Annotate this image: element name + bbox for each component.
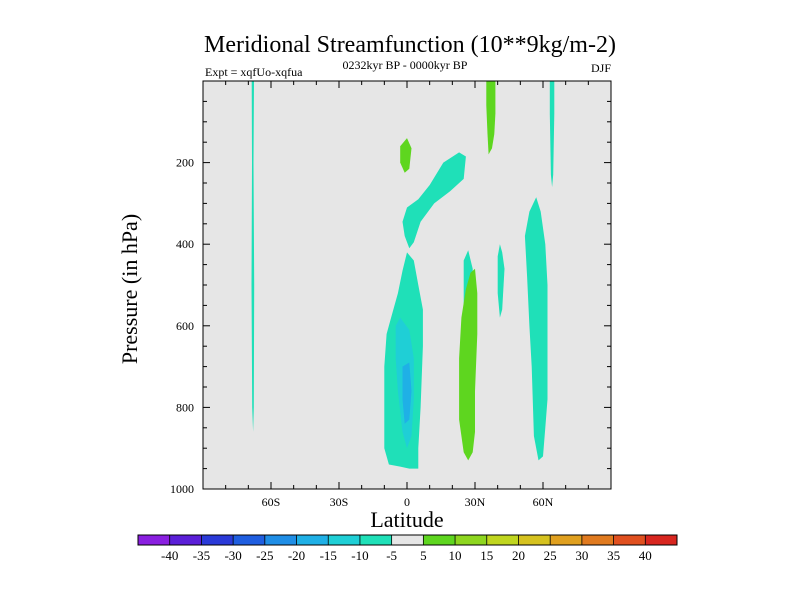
chart-subtitle-center: 0232kyr BP - 0000kyr BP [343, 58, 468, 72]
colorbar-label: 30 [575, 548, 588, 563]
colorbar-box [581, 535, 614, 545]
contour-region-7 [459, 268, 478, 461]
colorbar-label: 5 [420, 548, 427, 563]
x-tick-label: 60N [533, 495, 554, 509]
colorbar-box [455, 535, 488, 545]
colorbar-frame [137, 534, 678, 546]
contour-region-8 [486, 81, 496, 155]
colorbar-label: 25 [544, 548, 557, 563]
contour-region-0 [251, 81, 255, 432]
x-tick-label: 60S [262, 495, 281, 509]
colorbar-box [359, 535, 392, 545]
colorbar-box [296, 535, 329, 545]
colorbar-label: 15 [480, 548, 493, 563]
colorbar-box [328, 535, 361, 545]
colorbar: -40 -35 -30 -25 -20 -15 -10 -5 5 10 15 20 25 30 35 40 [137, 534, 678, 563]
colorbar-label: 40 [639, 548, 652, 563]
colorbar-label: -15 [320, 548, 337, 563]
contour-region-10 [524, 197, 548, 461]
colorbar-box [169, 535, 202, 545]
colorbar-label: -35 [193, 548, 210, 563]
x-tick-label: 30N [465, 495, 486, 509]
colorbar-box [423, 535, 456, 545]
y-tick-label: 400 [176, 237, 194, 251]
chart-title: Meridional Streamfunction (10**9kg/m-2) [204, 32, 616, 58]
colorbar-box [486, 535, 519, 545]
colorbar-box [645, 535, 678, 545]
colorbar-label: -10 [351, 548, 368, 563]
colorbar-box [613, 535, 646, 545]
contour-region-9 [497, 244, 505, 318]
y-tick-label: 1000 [170, 482, 194, 496]
colorbar-label: 10 [449, 548, 462, 563]
colorbar-box [201, 535, 234, 545]
colorbar-box [138, 535, 171, 545]
contour-region-5 [402, 362, 412, 424]
colorbar-label: -20 [288, 548, 305, 563]
chart-subtitle-right: DJF [591, 61, 611, 75]
x-tick-label: 30S [330, 495, 349, 509]
axes: 60S 30S 0 30N 60N 200 400 600 800 1000 [170, 80, 612, 509]
colorbar-box [233, 535, 266, 545]
contour-region-11 [549, 81, 555, 188]
chart-subtitle-left: Expt = xqfUo-xqfua [205, 65, 303, 79]
y-tick-label: 600 [176, 319, 194, 333]
contour-region-2 [402, 152, 466, 249]
y-tick-label: 800 [176, 400, 194, 414]
colorbar-label: 35 [607, 548, 620, 563]
colorbar-label: 20 [512, 548, 525, 563]
y-tick-label: 200 [176, 156, 194, 170]
colorbar-label: -5 [386, 548, 397, 563]
colorbar-box [391, 535, 424, 545]
x-axis-label: Latitude [370, 507, 443, 532]
colorbar-label: -25 [256, 548, 273, 563]
y-axis-label: Pressure (in hPa) [117, 214, 142, 364]
x-tick-label: 0 [404, 495, 410, 509]
colorbar-label: -30 [224, 548, 241, 563]
contour-regions [251, 81, 555, 469]
colorbar-box [264, 535, 297, 545]
colorbar-box [550, 535, 583, 545]
contour-region-1 [400, 138, 412, 173]
colorbar-label: -40 [161, 548, 178, 563]
colorbar-box [518, 535, 551, 545]
